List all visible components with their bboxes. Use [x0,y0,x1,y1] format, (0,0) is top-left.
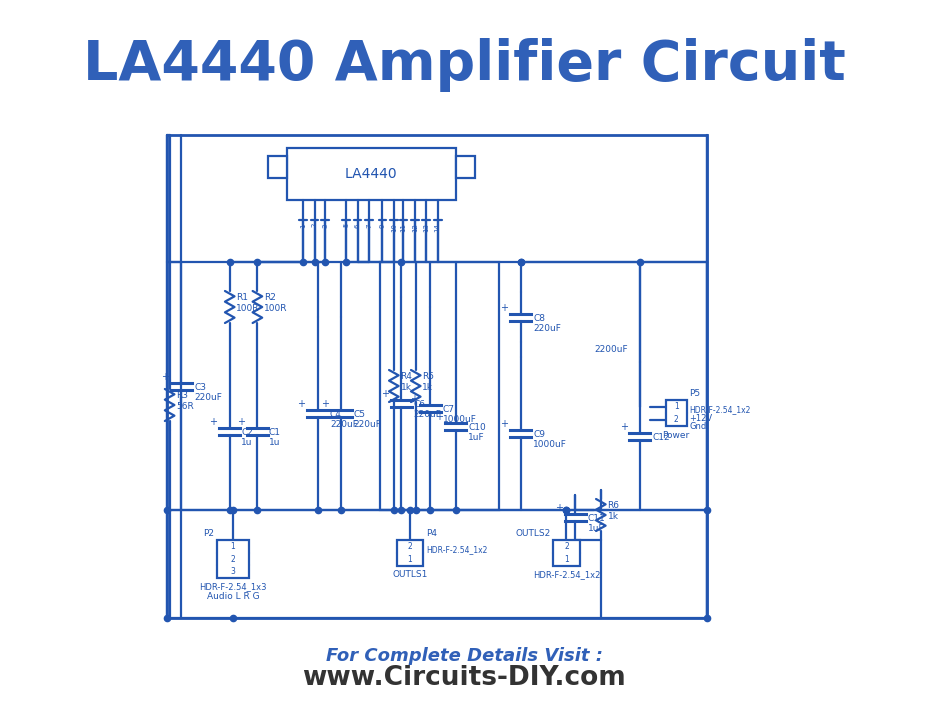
Text: 6: 6 [354,223,360,228]
Text: 1: 1 [407,555,412,564]
Text: P4: P4 [426,529,437,538]
Text: 2: 2 [673,415,677,424]
Bar [217,540,249,578]
Text: +: + [297,399,304,409]
Text: For Complete Details Visit :: For Complete Details Visit : [326,647,602,665]
Text: 3: 3 [322,223,328,228]
Text: 14: 14 [434,223,440,232]
Text: +: + [237,416,245,426]
Text: Power: Power [662,431,690,440]
Bar [396,540,423,566]
Text: HDR-F-2.54_1x2: HDR-F-2.54_1x2 [533,570,599,579]
Text: +: + [500,302,508,312]
Text: 2200uF: 2200uF [593,345,626,354]
Text: OUTLS2: OUTLS2 [514,529,549,538]
Text: R5
1k: R5 1k [422,372,434,392]
Text: C12: C12 [651,433,669,441]
Text: HDR-F-2.54_1x2: HDR-F-2.54_1x2 [689,405,750,414]
Text: +: + [619,421,626,431]
Text: 7: 7 [366,223,371,228]
Text: +: + [161,372,169,382]
Bar [456,156,474,178]
Text: www.Circuits-DIY.com: www.Circuits-DIY.com [303,665,625,691]
Bar [287,148,456,200]
Text: 2: 2 [563,542,568,551]
Text: 1: 1 [563,555,568,564]
Bar [167,135,706,618]
Text: HDR-F-2.54_1x3: HDR-F-2.54_1x3 [200,582,266,591]
Text: R4
1k: R4 1k [400,372,412,392]
Text: C6
220uF: C6 220uF [413,400,441,419]
Text: 1: 1 [300,223,306,228]
Text: 10: 10 [391,223,396,232]
Text: C1
1u: C1 1u [268,428,280,447]
Text: +: + [554,503,562,513]
Text: R6
1k: R6 1k [607,501,619,521]
Text: C3
220uF: C3 220uF [194,382,222,402]
Text: C5
220uF: C5 220uF [354,410,381,429]
Text: +: + [209,416,217,426]
Text: P2: P2 [203,529,214,538]
Text: LA4440: LA4440 [344,167,397,181]
Text: 2: 2 [311,223,317,228]
Text: 12: 12 [411,223,418,232]
Text: HDR-F-2.54_1x2: HDR-F-2.54_1x2 [426,545,487,554]
Text: +12V: +12V [689,414,712,423]
Text: R2
100R: R2 100R [264,293,288,312]
Text: +: + [320,399,329,409]
Text: Gnd: Gnd [689,422,706,431]
Text: C11
1uF: C11 1uF [586,514,604,534]
Text: C7
1000uF: C7 1000uF [442,405,476,424]
Text: 2: 2 [407,542,412,551]
Text: LA4440 Amplifier Circuit: LA4440 Amplifier Circuit [83,38,844,92]
Text: 2: 2 [230,554,235,564]
Text: +: + [380,389,389,399]
Text: 11: 11 [400,223,406,232]
Text: Audio L R G: Audio L R G [207,592,259,601]
Text: C4
220uF: C4 220uF [329,410,357,429]
Text: C9
1000uF: C9 1000uF [533,430,566,449]
Text: OUTLS1: OUTLS1 [392,570,427,579]
Text: P5: P5 [689,389,700,398]
Text: R3
56R: R3 56R [176,391,194,410]
Bar [665,400,686,426]
Text: R1
100R: R1 100R [236,293,260,312]
Bar [267,156,287,178]
Bar [380,262,498,510]
Bar [552,540,579,566]
Text: C2
1u: C2 1u [241,428,252,447]
Text: +: + [409,394,418,404]
Text: +: + [435,412,443,421]
Text: 1: 1 [673,402,677,411]
Text: 9: 9 [379,223,385,228]
Text: 5: 5 [342,223,349,228]
Text: 1: 1 [230,542,235,551]
Text: 3: 3 [230,567,236,576]
Text: +: + [500,419,508,429]
Text: C8
220uF: C8 220uF [533,313,561,333]
Text: C10
1uF: C10 1uF [468,423,485,442]
Text: 13: 13 [423,223,429,232]
